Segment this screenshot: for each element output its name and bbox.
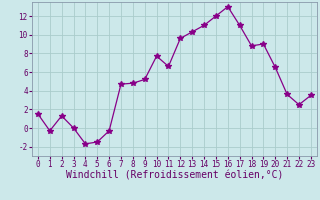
X-axis label: Windchill (Refroidissement éolien,°C): Windchill (Refroidissement éolien,°C) [66,171,283,181]
